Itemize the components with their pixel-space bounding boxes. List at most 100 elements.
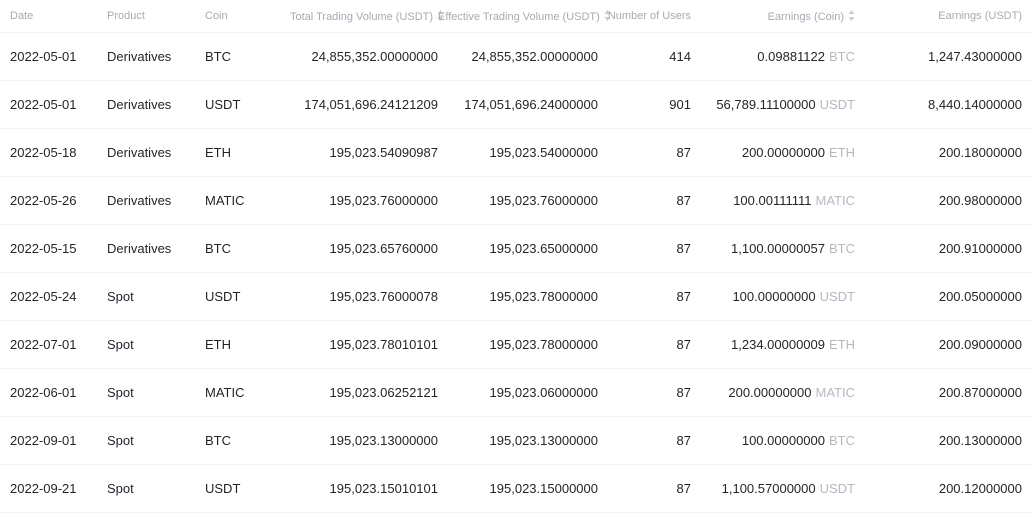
cell-number-of-users: 87 — [598, 176, 691, 225]
earnings-coin-value: 1,100.57000000 — [721, 481, 816, 496]
cell-product: Derivatives — [107, 80, 205, 129]
cell-effective-trading-volume: 195,023.06000000 — [438, 368, 598, 417]
cell-number-of-users: 87 — [598, 320, 691, 369]
cell-earnings-usdt: 200.18000000 — [855, 128, 1032, 177]
cell-earnings-usdt: 1,247.43000000 — [855, 32, 1032, 81]
cell-coin: BTC — [205, 416, 290, 465]
earnings-coin-value: 200.00000000 — [728, 385, 812, 400]
cell-product: Spot — [107, 416, 205, 465]
column-label: Earnings (Coin) — [767, 10, 844, 23]
cell-coin: BTC — [205, 32, 290, 81]
cell-product: Spot — [107, 368, 205, 417]
earnings-coin-unit: ETH — [829, 337, 855, 352]
earnings-coin-value: 100.00000000 — [732, 289, 816, 304]
column-label: Number of Users — [607, 10, 691, 22]
cell-earnings-coin: 100.00111111 MATIC — [691, 176, 855, 225]
cell-date: 2022-05-15 — [0, 224, 107, 273]
cell-earnings-coin: 0.09881122 BTC — [691, 32, 855, 81]
cell-effective-trading-volume: 195,023.76000000 — [438, 176, 598, 225]
cell-product: Derivatives — [107, 128, 205, 177]
column-header-number-of-users: Number of Users — [598, 0, 691, 33]
cell-product: Spot — [107, 464, 205, 513]
cell-total-trading-volume: 195,023.76000078 — [290, 272, 438, 321]
cell-coin: BTC — [205, 224, 290, 273]
column-label: Effective Trading Volume (USDT) — [438, 10, 600, 23]
cell-total-trading-volume: 195,023.78010101 — [290, 320, 438, 369]
cell-date: 2022-09-21 — [0, 464, 107, 513]
cell-earnings-usdt: 200.12000000 — [855, 464, 1032, 513]
earnings-coin-value: 1,100.00000057 — [731, 241, 825, 256]
cell-coin: ETH — [205, 128, 290, 177]
cell-number-of-users: 87 — [598, 464, 691, 513]
cell-effective-trading-volume: 195,023.78000000 — [438, 320, 598, 369]
column-header-coin: Coin — [205, 0, 290, 33]
column-label: Product — [107, 10, 145, 22]
table-row: 2022-09-21 Spot USDT 195,023.15010101 195,02… — [0, 464, 1032, 513]
cell-total-trading-volume: 195,023.13000000 — [290, 416, 438, 465]
earnings-coin-unit: USDT — [819, 289, 855, 304]
column-label: Earnings (USDT) — [938, 10, 1022, 22]
cell-date: 2022-07-01 — [0, 320, 107, 369]
cell-effective-trading-volume: 195,023.15000000 — [438, 464, 598, 513]
earnings-coin-unit: MATIC — [815, 385, 855, 400]
cell-effective-trading-volume: 174,051,696.24000000 — [438, 80, 598, 129]
cell-product: Spot — [107, 320, 205, 369]
cell-total-trading-volume: 195,023.54090987 — [290, 128, 438, 177]
column-header-total-trading-volume-usdt[interactable]: Total Trading Volume (USDT) — [290, 0, 444, 33]
column-label: Coin — [205, 10, 228, 22]
column-header-earnings-coin[interactable]: Earnings (Coin) — [691, 0, 855, 33]
column-header-effective-trading-volume-usdt[interactable]: Effective Trading Volume (USDT) — [438, 0, 611, 33]
cell-effective-trading-volume: 195,023.65000000 — [438, 224, 598, 273]
cell-earnings-usdt: 200.87000000 — [855, 368, 1032, 417]
cell-earnings-coin: 200.00000000 MATIC — [691, 368, 855, 417]
cell-earnings-usdt: 200.98000000 — [855, 176, 1032, 225]
earnings-coin-value: 0.09881122 — [757, 49, 825, 64]
earnings-coin-value: 100.00000000 — [741, 433, 825, 448]
cell-earnings-coin: 200.00000000 ETH — [691, 128, 855, 177]
cell-earnings-usdt: 200.13000000 — [855, 416, 1032, 465]
cell-effective-trading-volume: 195,023.54000000 — [438, 128, 598, 177]
earnings-coin-unit: USDT — [819, 97, 855, 112]
cell-total-trading-volume: 174,051,696.24121209 — [290, 80, 438, 129]
table-row: 2022-05-01 Derivatives BTC 24,855,352.00000… — [0, 32, 1032, 81]
table-row: 2022-05-15 Derivatives BTC 195,023.65760000… — [0, 224, 1032, 273]
cell-coin: USDT — [205, 272, 290, 321]
sort-icon[interactable] — [848, 9, 855, 21]
cell-product: Spot — [107, 272, 205, 321]
cell-earnings-usdt: 200.09000000 — [855, 320, 1032, 369]
table-body: 2022-05-01 Derivatives BTC 24,855,352.00000… — [0, 32, 1032, 513]
cell-effective-trading-volume: 24,855,352.00000000 — [438, 32, 598, 81]
column-header-date: Date — [0, 0, 107, 33]
cell-number-of-users: 87 — [598, 224, 691, 273]
earnings-coin-value: 200.00000000 — [741, 145, 825, 160]
cell-earnings-coin: 1,100.00000057 BTC — [691, 224, 855, 273]
header-row: Date Product Coin Total Trading Volume (USD… — [0, 0, 1032, 33]
cell-earnings-usdt: 8,440.14000000 — [855, 80, 1032, 129]
cell-coin: USDT — [205, 464, 290, 513]
earnings-coin-unit: ETH — [829, 145, 855, 160]
table-row: 2022-07-01 Spot ETH 195,023.78010101 195,023… — [0, 320, 1032, 369]
earnings-coin-value: 56,789.11100000 — [716, 97, 816, 112]
column-label: Date — [10, 10, 34, 22]
cell-date: 2022-05-24 — [0, 272, 107, 321]
cell-number-of-users: 87 — [598, 368, 691, 417]
cell-coin: ETH — [205, 320, 290, 369]
cell-product: Derivatives — [107, 224, 205, 273]
cell-earnings-coin: 100.00000000 BTC — [691, 416, 855, 465]
cell-earnings-coin: 1,234.00000009 ETH — [691, 320, 855, 369]
column-header-product: Product — [107, 0, 205, 33]
cell-date: 2022-06-01 — [0, 368, 107, 417]
table-row: 2022-05-26 Derivatives MATIC 195,023.760000… — [0, 176, 1032, 225]
earnings-coin-unit: BTC — [829, 241, 855, 256]
table-row: 2022-06-01 Spot MATIC 195,023.06252121 195,0… — [0, 368, 1032, 417]
table-row: 2022-05-24 Spot USDT 195,023.76000078 195,02… — [0, 272, 1032, 321]
table-row: 2022-05-18 Derivatives ETH 195,023.54090987… — [0, 128, 1032, 177]
cell-date: 2022-05-01 — [0, 80, 107, 129]
cell-number-of-users: 87 — [598, 272, 691, 321]
cell-date: 2022-05-18 — [0, 128, 107, 177]
cell-effective-trading-volume: 195,023.13000000 — [438, 416, 598, 465]
table-row: 2022-09-01 Spot BTC 195,023.13000000 195,023… — [0, 416, 1032, 465]
cell-coin: USDT — [205, 80, 290, 129]
